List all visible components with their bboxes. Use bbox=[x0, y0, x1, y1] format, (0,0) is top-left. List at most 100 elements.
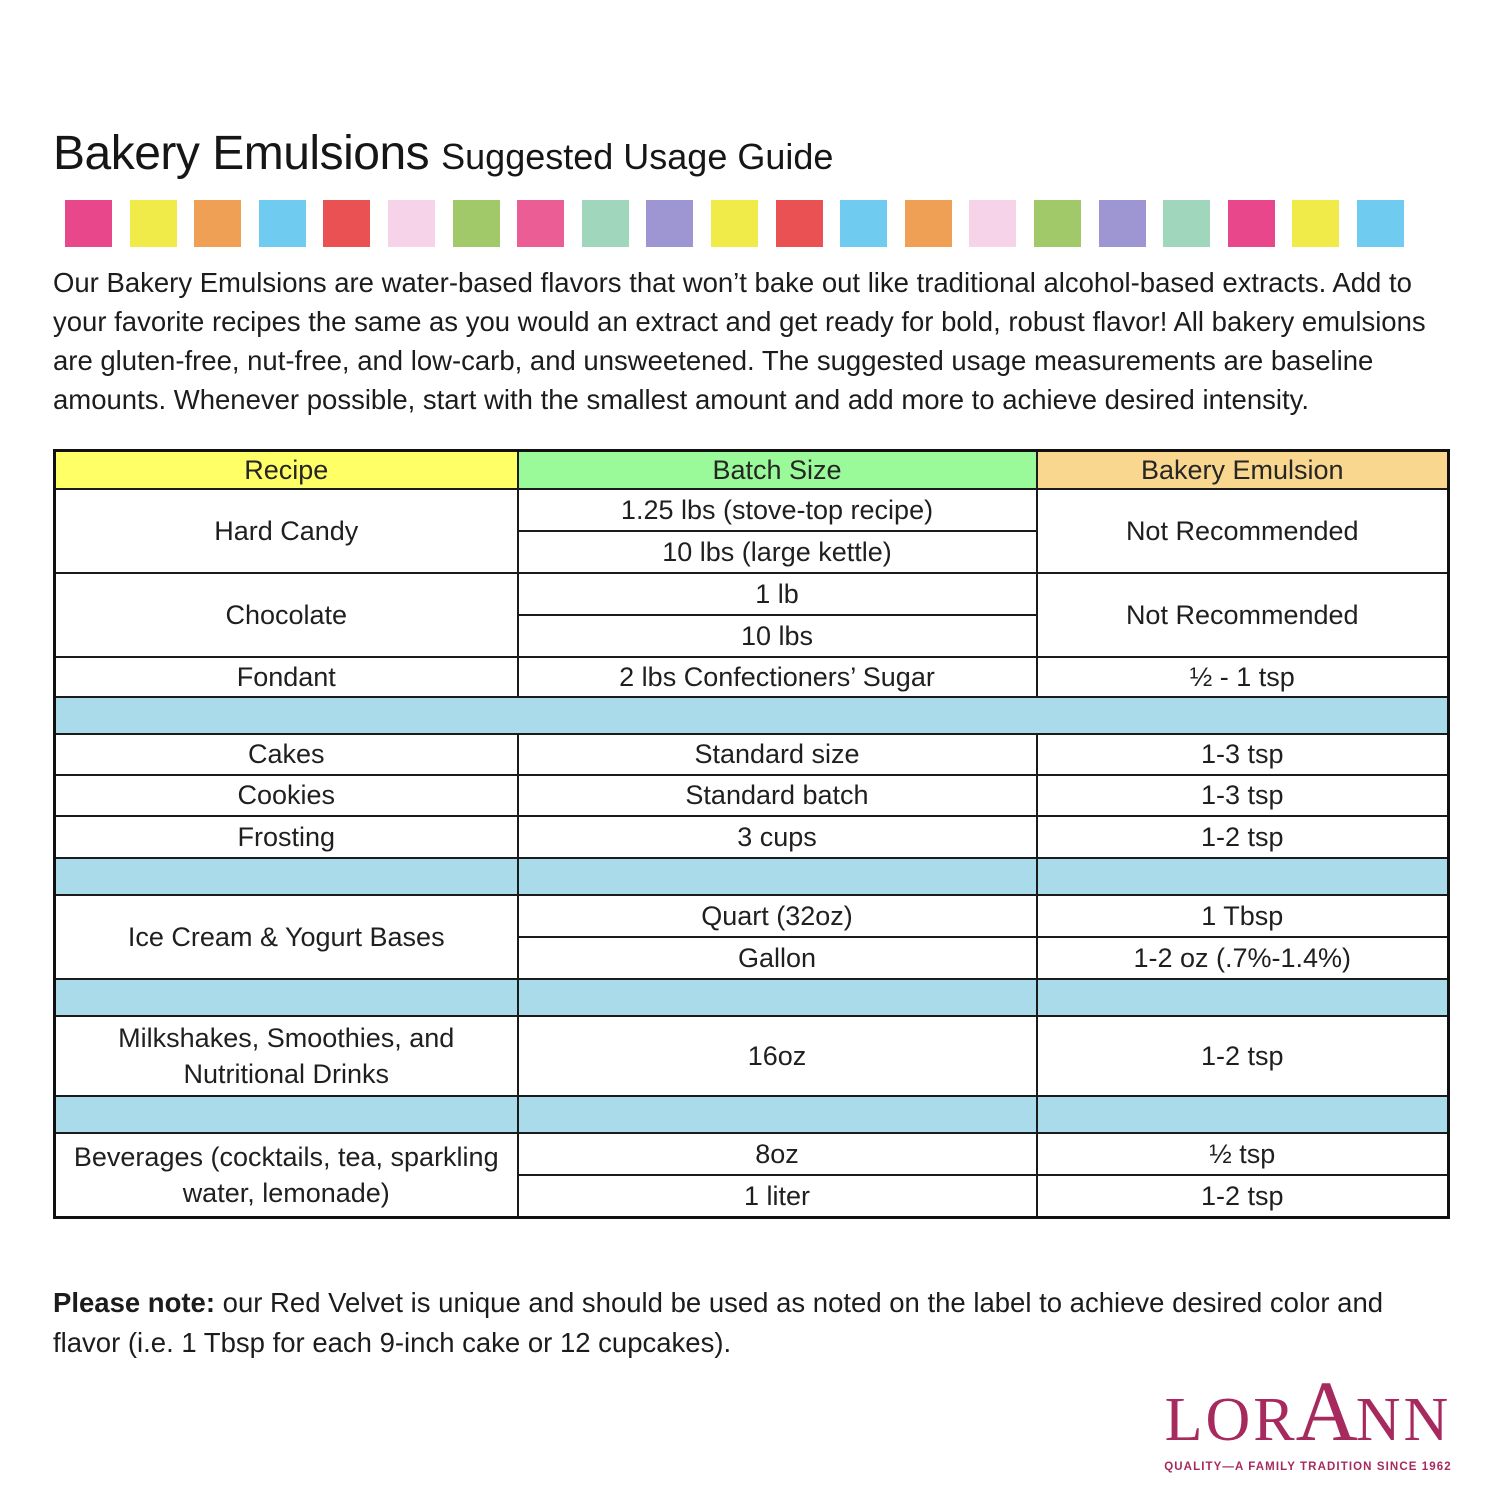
spacer-row bbox=[53, 857, 1450, 896]
table-header-row: Recipe Batch Size Bakery Emulsion bbox=[53, 449, 1450, 490]
title-main: Bakery Emulsions bbox=[53, 127, 430, 180]
table-row: Chocolate 1 lb Not Recommended bbox=[53, 572, 1450, 658]
table-row: Frosting 3 cups 1-2 tsp bbox=[53, 815, 1450, 859]
usage-table: Recipe Batch Size Bakery Emulsion Hard C… bbox=[53, 449, 1450, 1219]
cell-cakes-emulsion: 1-3 tsp bbox=[1035, 733, 1450, 776]
cell-hard-candy-recipe: Hard Candy bbox=[53, 488, 519, 574]
cell-chocolate-batch-1: 1 lb bbox=[516, 572, 1038, 616]
footnote-text: our Red Velvet is unique and should be u… bbox=[53, 1287, 1384, 1358]
cell-cakes-batch: Standard size bbox=[516, 733, 1038, 776]
cell-beverages-batch-1: 8oz bbox=[516, 1132, 1038, 1176]
palette-square bbox=[969, 200, 1017, 247]
palette-square bbox=[775, 200, 823, 247]
header-recipe: Recipe bbox=[53, 449, 519, 490]
palette-square bbox=[1292, 200, 1340, 247]
wordmark-part: LOR bbox=[1164, 1386, 1298, 1454]
spacer-row bbox=[53, 696, 1450, 735]
cell-fondant-emulsion: ½ - 1 tsp bbox=[1035, 656, 1450, 698]
wordmark-part: A bbox=[1295, 1363, 1358, 1459]
palette-square bbox=[258, 200, 306, 247]
palette-square bbox=[646, 200, 694, 247]
cell-chocolate-emulsion: Not Recommended bbox=[1035, 572, 1450, 658]
wordmark-part: NN bbox=[1355, 1386, 1452, 1454]
header-bakery-emulsion: Bakery Emulsion bbox=[1035, 449, 1450, 490]
cell-milkshakes-recipe: Milkshakes, Smoothies, and Nutritional D… bbox=[53, 1015, 519, 1097]
cell-beverages-recipe: Beverages (cocktails, tea, sparkling wat… bbox=[53, 1132, 519, 1219]
spacer-cell bbox=[53, 1095, 519, 1134]
cell-cookies-batch: Standard batch bbox=[516, 774, 1038, 817]
table-row: Hard Candy 1.25 lbs (stove-top recipe) N… bbox=[53, 488, 1450, 574]
cell-ice-cream-recipe: Ice Cream & Yogurt Bases bbox=[53, 894, 519, 980]
lorann-tagline: QUALITY—A FAMILY TRADITION SINCE 1962 bbox=[1164, 1461, 1452, 1473]
spacer-cell bbox=[53, 978, 519, 1017]
palette-square bbox=[452, 200, 500, 247]
cell-ice-cream-emulsion-2: 1-2 oz (.7%-1.4%) bbox=[1035, 936, 1450, 980]
palette-square bbox=[840, 200, 888, 247]
cell-ice-cream-batch-1: Quart (32oz) bbox=[516, 894, 1038, 938]
cell-frosting-recipe: Frosting bbox=[53, 815, 519, 859]
header-batch-size: Batch Size bbox=[516, 449, 1038, 490]
cell-chocolate-batch-2: 10 lbs bbox=[516, 614, 1038, 658]
cell-cookies-emulsion: 1-3 tsp bbox=[1035, 774, 1450, 817]
cell-frosting-emulsion: 1-2 tsp bbox=[1035, 815, 1450, 859]
lorann-logo: LOR A NN QUALITY—A FAMILY TRADITION SINCE … bbox=[1162, 1368, 1454, 1473]
footnote: Please note: our Red Velvet is unique an… bbox=[53, 1283, 1445, 1363]
table-row: Beverages (cocktails, tea, sparkling wat… bbox=[53, 1132, 1450, 1219]
spacer-cell bbox=[53, 857, 519, 896]
title-sub: Suggested Usage Guide bbox=[441, 136, 834, 177]
cell-fondant-batch: 2 lbs Confectioners’ Sugar bbox=[516, 656, 1038, 698]
table-row: Gallon 1-2 oz (.7%-1.4%) bbox=[55, 936, 1450, 980]
spacer-row bbox=[53, 978, 1450, 1017]
spacer-cell bbox=[516, 1095, 1038, 1134]
cell-beverages-emulsion-2: 1-2 tsp bbox=[1035, 1174, 1450, 1219]
table-row: 10 lbs (large kettle) bbox=[55, 530, 1449, 574]
spacer-cell bbox=[516, 978, 1038, 1017]
cell-beverages-batch-2: 1 liter bbox=[516, 1174, 1038, 1219]
cell-hard-candy-batch-2: 10 lbs (large kettle) bbox=[516, 530, 1038, 574]
footnote-label: Please note: bbox=[53, 1287, 216, 1318]
cell-ice-cream-emulsion-1: 1 Tbsp bbox=[1035, 894, 1450, 938]
palette-square bbox=[904, 200, 952, 247]
palette-square bbox=[323, 200, 371, 247]
palette-square bbox=[1356, 200, 1404, 247]
palette-square bbox=[710, 200, 758, 247]
table-row: Milkshakes, Smoothies, and Nutritional D… bbox=[53, 1015, 1450, 1097]
spacer-cell bbox=[1035, 857, 1450, 896]
table-row: Ice Cream & Yogurt Bases Quart (32oz) 1 … bbox=[53, 894, 1450, 980]
cell-cakes-recipe: Cakes bbox=[53, 733, 519, 776]
palette-square bbox=[1227, 200, 1275, 247]
spacer-cell bbox=[53, 696, 1450, 735]
palette-square bbox=[1033, 200, 1081, 247]
cell-beverages-emulsion-1: ½ tsp bbox=[1035, 1132, 1450, 1176]
spacer-cell bbox=[1035, 978, 1450, 1017]
palette-square bbox=[581, 200, 629, 247]
spacer-row bbox=[53, 1095, 1450, 1134]
cell-ice-cream-batch-2: Gallon bbox=[516, 936, 1038, 980]
palette-square bbox=[129, 200, 177, 247]
spacer-cell bbox=[516, 857, 1038, 896]
table-row: Fondant 2 lbs Confectioners’ Sugar ½ - 1… bbox=[53, 656, 1450, 698]
table-row: Cookies Standard batch 1-3 tsp bbox=[53, 774, 1450, 817]
spacer-cell bbox=[1035, 1095, 1450, 1134]
palette-square bbox=[194, 200, 242, 247]
cell-frosting-batch: 3 cups bbox=[516, 815, 1038, 859]
cell-milkshakes-emulsion: 1-2 tsp bbox=[1035, 1015, 1450, 1097]
table-row: 10 lbs bbox=[55, 614, 1449, 658]
lorann-wordmark: LOR A NN bbox=[1162, 1368, 1454, 1454]
palette-square bbox=[1098, 200, 1146, 247]
palette-square bbox=[517, 200, 565, 247]
table-row: 1 liter 1-2 tsp bbox=[55, 1174, 1450, 1219]
palette-square bbox=[387, 200, 435, 247]
cell-hard-candy-batch-1: 1.25 lbs (stove-top recipe) bbox=[516, 488, 1038, 532]
palette-square bbox=[1163, 200, 1211, 247]
cell-milkshakes-batch: 16oz bbox=[516, 1015, 1038, 1097]
cell-fondant-recipe: Fondant bbox=[53, 656, 519, 698]
table-row: Cakes Standard size 1-3 tsp bbox=[53, 733, 1450, 776]
cell-hard-candy-emulsion: Not Recommended bbox=[1035, 488, 1450, 574]
color-palette-strip bbox=[65, 200, 1404, 247]
cell-cookies-recipe: Cookies bbox=[53, 774, 519, 817]
page-title: Bakery Emulsions Suggested Usage Guide bbox=[53, 126, 833, 181]
intro-paragraph: Our Bakery Emulsions are water-based fla… bbox=[53, 267, 1426, 415]
palette-square bbox=[65, 200, 112, 247]
